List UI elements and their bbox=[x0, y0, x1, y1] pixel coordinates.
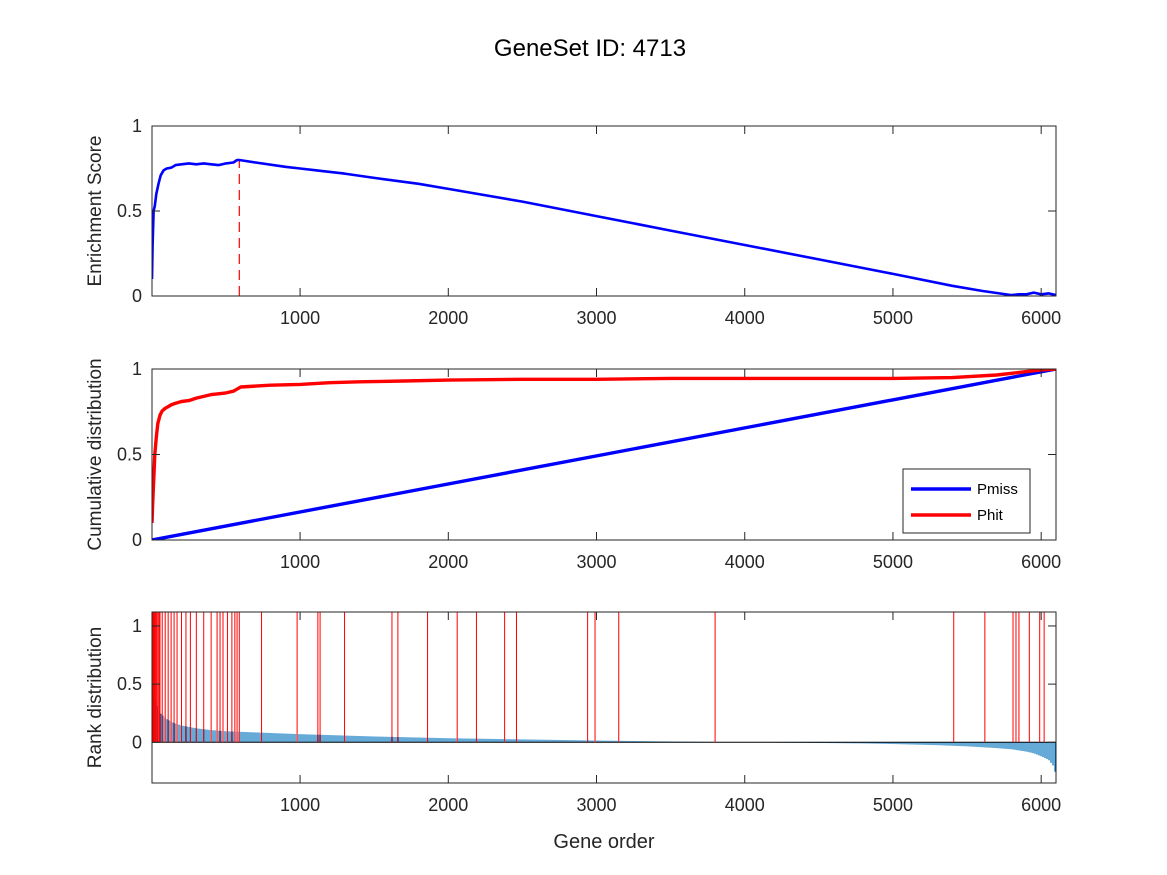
rank-distribution-panel: 1000 2000 3000 4000 5000 6000 0 0.5 1 Rank distri… bbox=[85, 611, 1061, 853]
x-tick-label: 1000 bbox=[280, 308, 320, 328]
plot-area bbox=[152, 126, 1056, 296]
x-tick-label: 6000 bbox=[1021, 795, 1061, 815]
enrichment-score-panel: 1000 2000 3000 4000 5000 6000 0 0.5 1 Enrichment … bbox=[85, 116, 1061, 328]
y-tick-label: 1 bbox=[132, 359, 142, 379]
y-tick-label: 0.5 bbox=[117, 201, 142, 221]
legend-box bbox=[902, 468, 1031, 534]
y-tick-label: 0.5 bbox=[117, 674, 142, 694]
plot-area bbox=[152, 612, 1056, 783]
x-tick-label: 6000 bbox=[1021, 308, 1061, 328]
y-tick-label: 0 bbox=[132, 530, 142, 550]
axes-box bbox=[151, 611, 1057, 784]
x-tick-label: 1000 bbox=[280, 552, 320, 572]
hit-lines bbox=[152, 612, 1045, 743]
x-tick-label: 2000 bbox=[428, 795, 468, 815]
x-axis-label: Gene order bbox=[553, 831, 655, 853]
plot-content bbox=[152, 158, 1056, 296]
x-tick-label: 3000 bbox=[576, 552, 616, 572]
x-tick-label: 5000 bbox=[873, 795, 913, 815]
y-axis-label: Enrichment Score bbox=[85, 135, 106, 286]
x-tick-label: 5000 bbox=[873, 552, 913, 572]
y-axis-label: Cumulative distribution bbox=[85, 358, 106, 550]
x-tick-label: 2000 bbox=[428, 308, 468, 328]
series-line-pmiss bbox=[152, 369, 1056, 540]
legend-label-pmiss: Pmiss bbox=[977, 481, 1018, 498]
legend: Pmiss Phit bbox=[902, 468, 1031, 534]
cumulative-distribution-panel: Pmiss Phit 1000 2000 3000 4000 5000 6000 0 0.5 1 Cu… bbox=[85, 358, 1061, 572]
x-tick-label: 1000 bbox=[280, 795, 320, 815]
x-tick-label: 4000 bbox=[725, 552, 765, 572]
y-tick-label: 1 bbox=[132, 616, 142, 636]
y-tick-label: 0 bbox=[132, 732, 142, 752]
enrichment-score-line bbox=[152, 158, 1056, 296]
y-axis-label: Rank distribution bbox=[85, 627, 106, 769]
x-tick-label: 6000 bbox=[1021, 552, 1061, 572]
x-tick-label: 2000 bbox=[428, 552, 468, 572]
x-tick-label: 3000 bbox=[576, 308, 616, 328]
plot-content bbox=[152, 612, 1056, 772]
x-tick-label: 4000 bbox=[725, 308, 765, 328]
figure-title: GeneSet ID: 4713 bbox=[494, 35, 686, 62]
y-tick-label: 1 bbox=[132, 116, 142, 136]
x-tick-label: 3000 bbox=[576, 795, 616, 815]
x-tick-label: 4000 bbox=[725, 795, 765, 815]
series-line-phit bbox=[152, 369, 1056, 523]
y-tick-label: 0.5 bbox=[117, 445, 142, 465]
plot-content bbox=[152, 369, 1056, 540]
x-tick-label: 5000 bbox=[873, 308, 913, 328]
legend-label-phit: Phit bbox=[977, 507, 1004, 524]
y-tick-label: 0 bbox=[132, 286, 142, 306]
